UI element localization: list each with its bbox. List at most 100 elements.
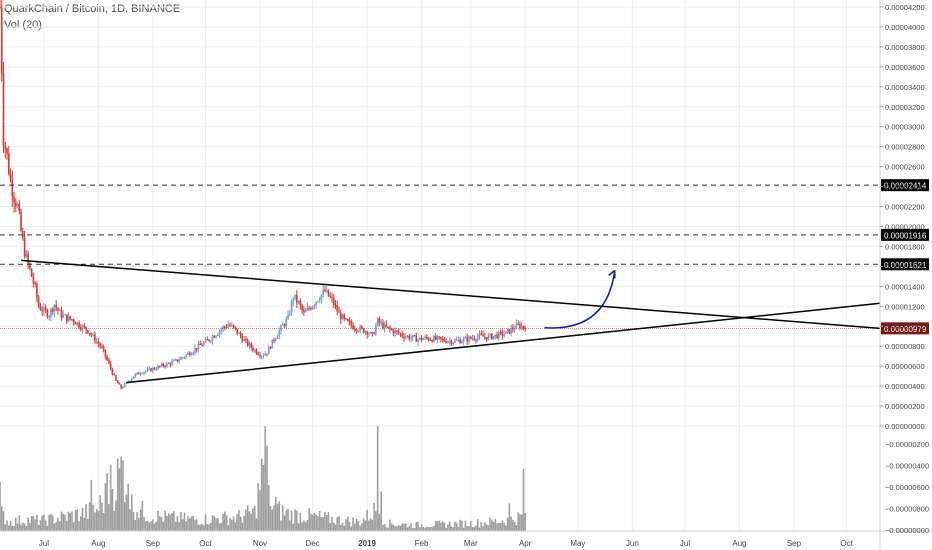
candle-body <box>433 336 435 342</box>
volume-bar <box>332 522 335 531</box>
volume-bar <box>443 522 446 531</box>
projection-arrow-curve <box>544 270 616 329</box>
candle-body <box>464 337 467 339</box>
volume-bar <box>146 521 149 531</box>
candle-body <box>339 312 342 320</box>
volume-bar <box>426 526 428 531</box>
volume-bar <box>478 527 481 531</box>
candle-body <box>385 324 388 327</box>
candle-body <box>11 180 14 197</box>
candle-body <box>454 340 456 343</box>
candle-body <box>55 304 58 308</box>
candle-body <box>285 318 288 326</box>
candle-body <box>18 203 21 212</box>
volume-bar <box>173 511 175 531</box>
volume-bars <box>0 426 526 531</box>
candle-body <box>262 355 265 357</box>
volume-bar <box>102 512 105 531</box>
candle-body <box>174 359 177 361</box>
volume-bar <box>483 522 486 531</box>
volume-bar <box>396 526 398 531</box>
volume-bar <box>22 522 24 531</box>
candle-body <box>290 301 293 314</box>
volume-bar <box>399 525 402 531</box>
volume-bar <box>104 483 107 531</box>
volume-bar <box>239 516 242 531</box>
volume-bar <box>492 522 495 531</box>
candle-body <box>336 305 339 312</box>
candle-body <box>78 322 80 328</box>
candle-body <box>331 296 333 298</box>
volume-bar <box>245 509 247 531</box>
candle-body <box>178 359 180 362</box>
volume-bar <box>267 485 270 531</box>
candle-body <box>236 328 238 334</box>
candle-body <box>30 268 33 277</box>
volume-bar <box>194 519 196 531</box>
candle-body <box>209 340 212 342</box>
candle-body <box>397 331 400 334</box>
candle-body <box>417 339 419 342</box>
candle-body <box>354 329 356 331</box>
volume-bar <box>30 516 33 531</box>
candle-body <box>308 307 310 309</box>
volume-bar <box>264 426 267 531</box>
candle-body <box>160 364 163 367</box>
volume-bar <box>450 526 453 531</box>
candle-body <box>58 310 61 312</box>
candle-body <box>195 348 198 350</box>
volume-bar <box>39 520 42 531</box>
candle-body <box>204 339 207 343</box>
volume-bar <box>195 519 198 531</box>
volume-bar <box>129 509 131 531</box>
candle-body <box>310 308 312 310</box>
trendline-descending <box>21 259 881 330</box>
volume-tick-label: −0.00000400 <box>885 462 929 471</box>
volume-bar <box>199 524 202 531</box>
price-tick-label: 0.00002200 <box>885 203 925 212</box>
volume-bar <box>29 522 31 531</box>
candle-body <box>27 253 29 264</box>
volume-bar <box>290 510 293 531</box>
candle-body <box>419 337 421 340</box>
candle-body <box>496 334 498 339</box>
volume-bar <box>87 518 89 531</box>
volume-bar <box>97 511 100 531</box>
volume-bar <box>155 521 158 531</box>
volume-bar <box>153 523 156 531</box>
volume-tick-label: −0.00000800 <box>885 505 929 514</box>
volume-bar <box>318 510 321 531</box>
price-level-label: 0.00001916 <box>884 231 927 240</box>
chart-title: QuarkChain / Bitcoin, 1D, BINANCE <box>4 3 181 15</box>
volume-bar <box>255 518 258 531</box>
volume-bar <box>431 526 433 531</box>
candle-body <box>499 331 502 333</box>
volume-bar <box>144 521 147 531</box>
candle-body <box>492 335 495 340</box>
volume-bar <box>67 511 70 531</box>
volume-bar <box>440 522 442 531</box>
time-tick-label: Sep <box>146 539 161 548</box>
candle-body <box>113 374 115 376</box>
price-level-tag <box>881 228 929 241</box>
candle-body <box>368 333 370 335</box>
candle-body <box>213 336 216 338</box>
volume-bar <box>283 515 286 531</box>
candle-body <box>166 363 168 367</box>
volume-bar <box>329 523 332 531</box>
volume-bar <box>252 508 254 531</box>
candle-body <box>413 335 416 337</box>
volume-bar <box>143 516 145 531</box>
price-tick-label: 0.00000000 <box>885 422 925 431</box>
candle-body <box>491 333 493 340</box>
volume-bar <box>78 521 80 531</box>
candle-body <box>411 335 414 338</box>
candle-body <box>366 331 368 335</box>
candle-body <box>501 331 504 336</box>
volume-bar <box>15 517 17 531</box>
volume-bar <box>6 520 8 531</box>
price-tick-label: 0.00003400 <box>885 83 925 92</box>
volume-bar <box>178 522 180 531</box>
volume-bar <box>25 525 28 531</box>
